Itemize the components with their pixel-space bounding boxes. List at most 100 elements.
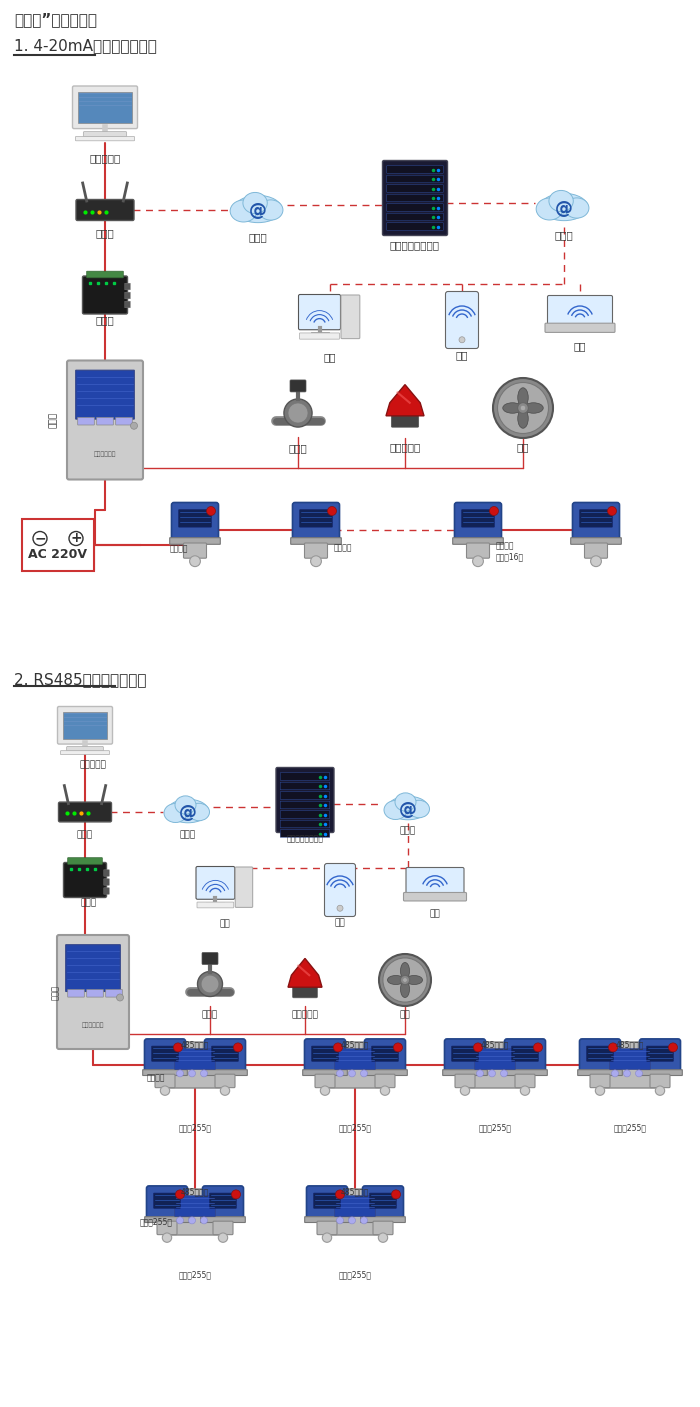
FancyBboxPatch shape <box>215 1074 235 1088</box>
Circle shape <box>337 1069 344 1076</box>
FancyBboxPatch shape <box>168 1043 222 1088</box>
Text: 单机版电脑: 单机版电脑 <box>90 153 120 163</box>
Circle shape <box>232 1190 241 1199</box>
FancyBboxPatch shape <box>57 936 129 1050</box>
Ellipse shape <box>409 801 430 817</box>
Ellipse shape <box>524 402 543 414</box>
FancyBboxPatch shape <box>386 194 443 201</box>
Ellipse shape <box>384 801 407 819</box>
Text: 报警控制主机: 报警控制主机 <box>82 1023 104 1027</box>
FancyBboxPatch shape <box>505 1038 545 1072</box>
Circle shape <box>321 1086 330 1095</box>
Ellipse shape <box>175 796 196 815</box>
FancyBboxPatch shape <box>587 1045 613 1061</box>
FancyBboxPatch shape <box>578 1069 622 1075</box>
FancyBboxPatch shape <box>213 1221 233 1234</box>
FancyBboxPatch shape <box>63 712 107 739</box>
FancyBboxPatch shape <box>452 1045 478 1061</box>
Text: @: @ <box>399 801 417 819</box>
Text: 1. 4-20mA信号连接系统图: 1. 4-20mA信号连接系统图 <box>14 38 157 53</box>
FancyBboxPatch shape <box>545 324 615 332</box>
Text: 可连接255台: 可连接255台 <box>339 1271 372 1279</box>
FancyBboxPatch shape <box>547 295 612 325</box>
FancyBboxPatch shape <box>280 792 330 799</box>
Polygon shape <box>386 384 424 416</box>
Circle shape <box>668 1043 678 1052</box>
Text: 可连接255台: 可连接255台 <box>178 1271 211 1279</box>
Text: 485中继器: 485中继器 <box>616 1040 644 1050</box>
FancyBboxPatch shape <box>155 1074 175 1088</box>
FancyBboxPatch shape <box>145 1217 189 1223</box>
FancyBboxPatch shape <box>584 543 608 559</box>
Circle shape <box>200 1217 207 1224</box>
FancyBboxPatch shape <box>104 888 109 895</box>
Circle shape <box>162 1233 172 1242</box>
Text: 可连接16个: 可连接16个 <box>496 552 524 561</box>
Circle shape <box>176 1069 183 1076</box>
FancyBboxPatch shape <box>386 184 443 193</box>
FancyBboxPatch shape <box>196 867 235 899</box>
Text: 终端: 终端 <box>574 340 587 350</box>
Text: 单机版电脑: 单机版电脑 <box>80 760 106 770</box>
Circle shape <box>489 507 498 515</box>
Circle shape <box>608 507 617 515</box>
FancyBboxPatch shape <box>280 801 330 809</box>
Circle shape <box>595 1086 605 1095</box>
Text: 互联网: 互联网 <box>554 229 573 241</box>
FancyBboxPatch shape <box>66 746 104 751</box>
FancyBboxPatch shape <box>290 537 342 545</box>
Circle shape <box>612 1069 619 1076</box>
Circle shape <box>328 507 337 515</box>
Circle shape <box>333 1043 342 1052</box>
Ellipse shape <box>565 198 589 218</box>
FancyBboxPatch shape <box>375 1074 395 1088</box>
Circle shape <box>188 1217 195 1224</box>
Text: 转换器: 转换器 <box>96 315 114 325</box>
Circle shape <box>459 336 465 343</box>
FancyBboxPatch shape <box>603 1043 657 1088</box>
FancyBboxPatch shape <box>202 1186 244 1220</box>
Ellipse shape <box>243 193 267 214</box>
Text: −: − <box>34 532 46 546</box>
Text: 声光报警器: 声光报警器 <box>292 1010 318 1019</box>
FancyBboxPatch shape <box>503 1069 547 1075</box>
FancyBboxPatch shape <box>640 1038 680 1072</box>
Text: 信号输出: 信号输出 <box>334 543 353 552</box>
Text: 485中继器: 485中继器 <box>181 1188 209 1196</box>
FancyBboxPatch shape <box>60 751 109 754</box>
Text: 可连接255台: 可连接255台 <box>613 1123 647 1133</box>
FancyBboxPatch shape <box>304 1217 349 1223</box>
Text: 电磁阀: 电磁阀 <box>202 1010 218 1019</box>
Circle shape <box>174 1043 183 1052</box>
Circle shape <box>190 556 200 567</box>
Circle shape <box>176 1190 185 1199</box>
Text: 可连接255台: 可连接255台 <box>140 1217 173 1225</box>
FancyBboxPatch shape <box>235 867 253 908</box>
FancyBboxPatch shape <box>202 953 218 965</box>
Bar <box>22 519 94 571</box>
FancyBboxPatch shape <box>68 989 84 998</box>
FancyBboxPatch shape <box>76 200 134 221</box>
Ellipse shape <box>400 962 410 979</box>
Circle shape <box>130 422 137 429</box>
Text: +: + <box>70 532 82 546</box>
Text: 报警控制主机: 报警控制主机 <box>94 452 116 457</box>
Circle shape <box>220 1086 230 1095</box>
FancyBboxPatch shape <box>515 1074 535 1088</box>
Circle shape <box>533 1043 542 1052</box>
FancyBboxPatch shape <box>146 1186 188 1220</box>
Text: 可连接255台: 可连接255台 <box>339 1123 372 1133</box>
Ellipse shape <box>518 388 528 407</box>
Circle shape <box>477 1069 484 1076</box>
FancyBboxPatch shape <box>590 1074 610 1088</box>
Text: 可连接255台: 可连接255台 <box>178 1123 211 1133</box>
FancyBboxPatch shape <box>211 1045 238 1061</box>
Circle shape <box>608 1043 617 1052</box>
Text: 路由器: 路由器 <box>96 228 114 238</box>
Circle shape <box>176 1217 183 1224</box>
Ellipse shape <box>540 193 588 221</box>
Ellipse shape <box>518 409 528 428</box>
Circle shape <box>498 383 549 433</box>
FancyBboxPatch shape <box>144 1038 186 1072</box>
FancyBboxPatch shape <box>638 1069 682 1075</box>
